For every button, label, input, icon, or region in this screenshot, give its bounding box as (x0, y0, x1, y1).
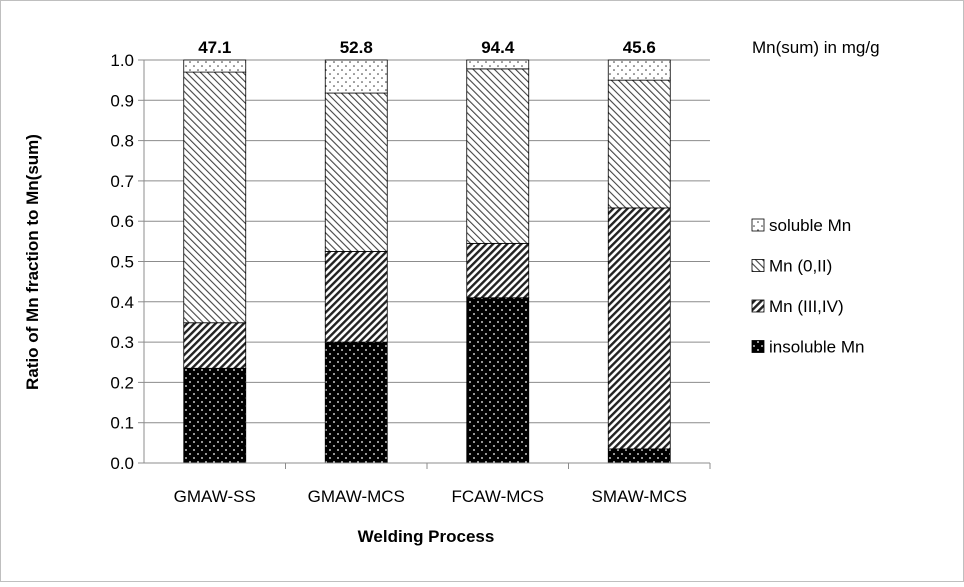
bars (183, 59, 671, 464)
x-tick-labels: GMAW-SS GMAW-MCS FCAW-MCS SMAW-MCS (174, 463, 711, 506)
bar-segment-mn-0-ii-fcaw-mcs (466, 68, 530, 244)
legend-swatch (751, 259, 765, 272)
bar-segment-insoluble-mn-smaw-mcs (607, 448, 671, 464)
x-axis-label: Welding Process (358, 527, 495, 546)
top-value-label: 45.6 (623, 38, 656, 57)
bar-segment-soluble-mn-smaw-mcs (607, 59, 671, 81)
bar-segment-soluble-mn-gmaw-ss (183, 59, 247, 73)
y-tick-label: 0.1 (110, 414, 134, 433)
y-tick-label: 0.0 (110, 454, 134, 473)
bar-segment-soluble-mn-gmaw-mcs (324, 59, 388, 94)
x-tick-label: SMAW-MCS (592, 487, 687, 506)
bar-segment-mn-iii-iv-fcaw-mcs (466, 242, 530, 299)
bar-segment-mn-0-ii-gmaw-ss (183, 71, 247, 324)
legend-swatch (751, 340, 765, 353)
legend-item-soluble-mn: soluble Mn (751, 216, 851, 235)
legend-label: Mn (0,II) (769, 257, 832, 276)
bar-segment-mn-0-ii-gmaw-mcs (324, 92, 388, 252)
y-tick-label: 0.6 (110, 212, 134, 231)
bar-segment-mn-iii-iv-gmaw-ss (183, 322, 247, 369)
legend-item-insoluble-mn: insoluble Mn (751, 338, 864, 357)
x-tick-label: GMAW-MCS (308, 487, 405, 506)
legend-item-mn-iii-iv: Mn (III,IV) (751, 297, 844, 316)
y-tick-label: 0.9 (110, 91, 134, 110)
top-value-label: 52.8 (340, 38, 373, 57)
bar-segment-mn-iii-iv-gmaw-mcs (324, 251, 388, 343)
top-labels-caption: Mn(sum) in mg/g (752, 38, 880, 57)
legend-label: soluble Mn (769, 216, 851, 235)
x-tick-label: FCAW-MCS (451, 487, 544, 506)
y-tick-label: 1.0 (110, 51, 134, 70)
legend: soluble Mn Mn (0,II) Mn (III,IV) insoluble … (751, 216, 864, 357)
legend-label: Mn (III,IV) (769, 297, 844, 316)
legend-swatch (751, 299, 765, 313)
y-tick-label: 0.2 (110, 373, 134, 392)
top-value-label: 94.4 (481, 38, 515, 57)
bar-segment-soluble-mn-fcaw-mcs (466, 59, 530, 70)
y-axis-label: Ratio of Mn fraction to Mn(sum) (23, 134, 42, 390)
bar-segment-insoluble-mn-gmaw-ss (183, 367, 247, 464)
y-tick-label: 0.5 (110, 253, 134, 272)
x-tick-label: GMAW-SS (174, 487, 256, 506)
bar-segment-insoluble-mn-gmaw-mcs (324, 341, 388, 464)
legend-item-mn-0-ii: Mn (0,II) (751, 257, 832, 276)
y-tick-label: 0.8 (110, 132, 134, 151)
bar-segment-insoluble-mn-fcaw-mcs (466, 297, 530, 464)
y-tick-label: 0.4 (110, 293, 134, 312)
legend-label: insoluble Mn (769, 338, 864, 357)
y-tick-label: 0.7 (110, 172, 134, 191)
legend-swatch (751, 218, 765, 232)
bar-segment-mn-iii-iv-smaw-mcs (607, 207, 671, 450)
top-value-labels: 47.1 52.8 94.4 45.6 (198, 38, 656, 57)
bar-segment-mn-0-ii-smaw-mcs (607, 79, 671, 209)
top-value-label: 47.1 (198, 38, 231, 57)
y-tick-labels: 0.0 0.1 0.2 0.3 0.4 0.5 0.6 0.7 0.8 0.9 1.0 (110, 51, 144, 473)
y-tick-label: 0.3 (110, 333, 134, 352)
